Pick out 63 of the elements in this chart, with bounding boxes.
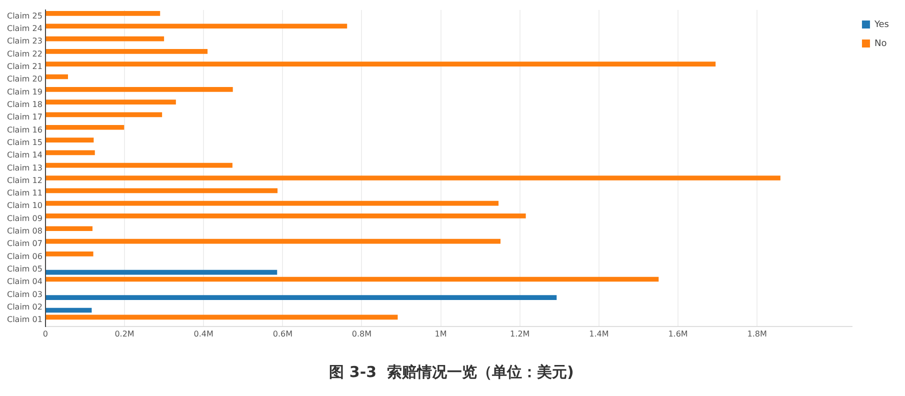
- bar: [46, 295, 557, 300]
- bar: [46, 188, 278, 194]
- bar: [46, 162, 232, 168]
- y-tick-label: Claim 17: [6, 112, 42, 122]
- y-tick-label: Claim 11: [6, 188, 42, 198]
- bar: [46, 314, 398, 320]
- y-tick-label: Claim 15: [6, 138, 42, 147]
- bar: [46, 86, 233, 92]
- y-tick-label: Claim 18: [6, 100, 42, 109]
- x-tick-label: 1.8M: [747, 329, 767, 338]
- y-tick-label: Claim 03: [6, 290, 42, 299]
- bar: [46, 11, 160, 16]
- bar: [46, 62, 716, 67]
- y-tick-label: Claim 09: [6, 214, 42, 223]
- legend-label: No: [874, 38, 888, 49]
- bar: [46, 150, 95, 156]
- bar: [46, 270, 278, 275]
- y-tick-label: Claim 21: [6, 62, 42, 72]
- bar: [46, 74, 68, 80]
- x-tick-label: 0.4M: [194, 329, 214, 338]
- y-tick-label: Claim 22: [6, 49, 42, 58]
- x-tick-label: 1.4M: [589, 329, 609, 338]
- bar: [46, 138, 94, 142]
- y-tick-label: Claim 16: [6, 125, 42, 134]
- y-tick-label: Claim 02: [6, 302, 42, 312]
- y-tick-label: Claim 23: [6, 36, 42, 46]
- x-tick-label: 1.6M: [668, 329, 688, 338]
- x-tick-label: 0: [42, 329, 48, 338]
- bar: [46, 112, 162, 118]
- y-tick-label: Claim 24: [6, 24, 42, 34]
- bar: [46, 308, 92, 313]
- y-tick-label: Claim 04: [6, 277, 42, 286]
- y-tick-label: Claim 06: [6, 252, 42, 261]
- bar: [46, 24, 348, 29]
- bar: [46, 124, 124, 130]
- y-tick-label: Claim 12: [6, 176, 42, 185]
- y-tick-label: Claim 19: [6, 87, 42, 96]
- bar: [46, 200, 499, 206]
- y-tick-label: Claim 10: [6, 201, 42, 210]
- x-tick-label: 0.2M: [114, 329, 134, 338]
- y-tick-label: Claim 13: [6, 163, 42, 172]
- y-tick-label: Claim 05: [6, 264, 42, 274]
- text: 图 3-3 索赔情况一览（单位：美元): [329, 362, 574, 381]
- y-tick-label: Claim 14: [6, 150, 42, 160]
- bar: [46, 100, 176, 104]
- bar: [46, 276, 659, 282]
- bar: [46, 49, 208, 54]
- bar: [46, 238, 500, 244]
- bar: [46, 176, 780, 180]
- legend-label: Yes: [873, 20, 890, 30]
- y-tick-label: Claim 07: [6, 239, 42, 248]
- y-tick-label: Claim 01: [6, 315, 42, 324]
- y-tick-label: Claim 08: [6, 226, 42, 236]
- bar: [46, 252, 94, 256]
- y-tick-label: Claim 25: [6, 11, 42, 20]
- bar: [46, 214, 526, 218]
- x-tick-label: 1M: [434, 329, 447, 338]
- bar: [46, 226, 92, 232]
- x-tick-label: 0.8M: [352, 329, 372, 338]
- x-tick-label: 0.6M: [272, 329, 293, 338]
- bar: [46, 36, 164, 42]
- y-tick-label: Claim 20: [6, 74, 42, 84]
- x-tick-label: 1.2M: [510, 329, 530, 338]
